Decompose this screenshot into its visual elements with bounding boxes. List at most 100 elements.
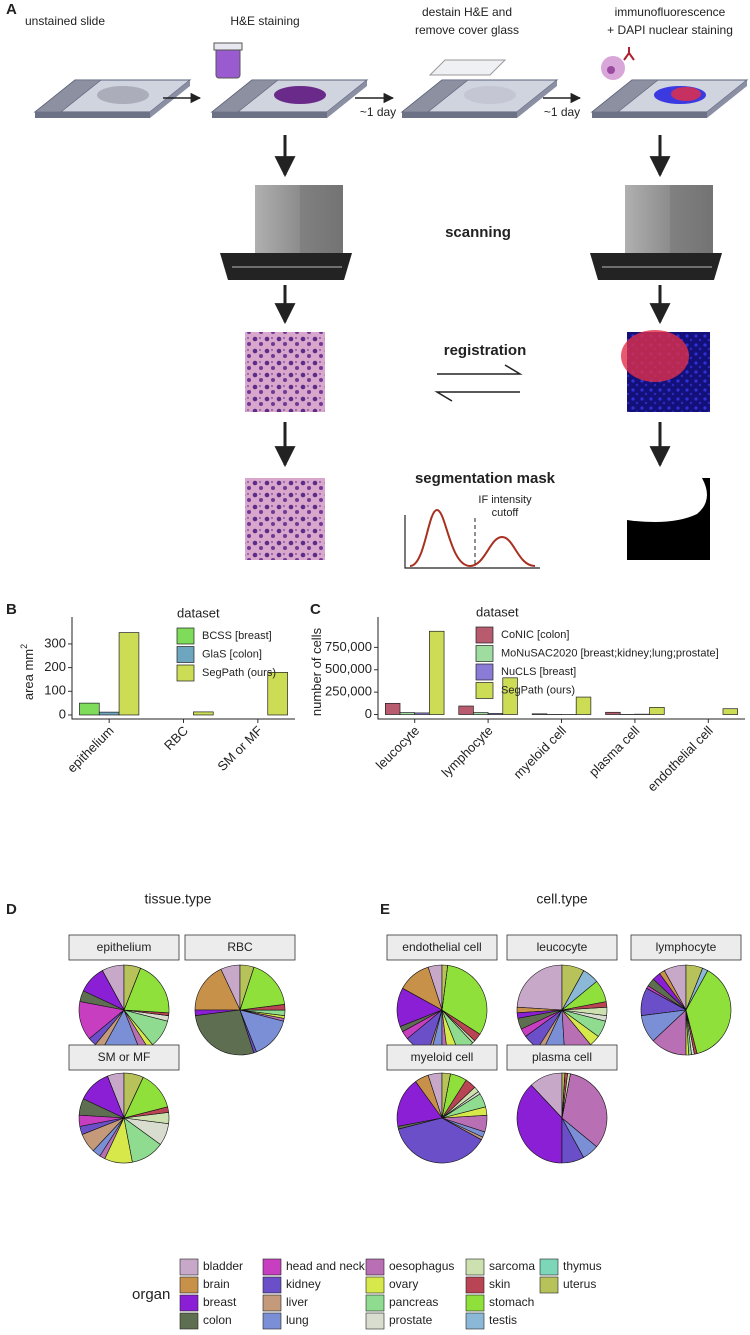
bar bbox=[267, 672, 288, 716]
facet-strip bbox=[506, 1044, 618, 1071]
legend-label: liver bbox=[286, 1295, 308, 1309]
y-axis-label-sup: 2 bbox=[19, 644, 29, 649]
step-label: + DAPI nuclear staining bbox=[607, 23, 733, 37]
duration-label: ~1 day bbox=[544, 105, 580, 119]
legend-label: thymus bbox=[563, 1259, 602, 1273]
facet-label: plasma cell bbox=[532, 1050, 592, 1064]
slide-edge bbox=[402, 112, 517, 118]
scanner-side bbox=[300, 185, 343, 257]
facet-strip bbox=[386, 1044, 498, 1071]
bar bbox=[458, 705, 474, 715]
legend-swatch bbox=[262, 1312, 282, 1330]
y-tick-label: 0 bbox=[59, 706, 66, 721]
y-tick-label: 100 bbox=[44, 683, 66, 698]
facet-strip bbox=[386, 934, 498, 961]
mask-region bbox=[627, 478, 707, 522]
stain-jar bbox=[215, 47, 241, 79]
legend-label: sarcoma bbox=[489, 1259, 535, 1273]
legend-label: prostate bbox=[389, 1313, 433, 1327]
plot-axes bbox=[404, 515, 540, 569]
bar bbox=[429, 630, 445, 715]
y-tick-label: 300 bbox=[44, 635, 66, 650]
facet-strip bbox=[184, 934, 296, 961]
intensity-curve bbox=[409, 508, 536, 568]
bar bbox=[502, 677, 518, 715]
legend-label: breast bbox=[203, 1295, 237, 1309]
y-tick-label: 250,000 bbox=[325, 684, 372, 699]
cutoff-label: cutoff bbox=[492, 507, 520, 519]
stain-jar-lid bbox=[213, 42, 243, 51]
facet-label: epithelium bbox=[97, 940, 152, 954]
x-tick-label: SM or MF bbox=[214, 723, 265, 774]
facet-title: tissue.type bbox=[145, 891, 212, 907]
slide-edge bbox=[212, 112, 327, 118]
legend-swatch bbox=[465, 1258, 485, 1276]
legend-label: testis bbox=[489, 1313, 517, 1327]
legend-swatch bbox=[262, 1258, 282, 1276]
cover-glass bbox=[428, 59, 507, 76]
legend-swatch bbox=[475, 645, 494, 662]
legend-title: dataset bbox=[476, 604, 519, 619]
legend-label: ovary bbox=[389, 1277, 418, 1291]
legend-swatch bbox=[365, 1258, 385, 1276]
legend-swatch bbox=[365, 1294, 385, 1312]
facet-strip bbox=[68, 1044, 180, 1071]
facet-label: myeloid cell bbox=[411, 1050, 474, 1064]
x-tick-label: epithelium bbox=[64, 723, 117, 776]
facet-strip bbox=[630, 934, 742, 961]
he-image bbox=[245, 478, 325, 560]
facet-title: cell.type bbox=[536, 891, 588, 907]
bar bbox=[487, 713, 504, 715]
step-label: immunofluorescence bbox=[615, 5, 726, 19]
pie-slice bbox=[123, 967, 170, 1014]
legend-label: SegPath (ours) bbox=[202, 667, 276, 679]
pie-slice bbox=[441, 1072, 451, 1119]
legend-swatch bbox=[475, 663, 494, 681]
pie-slice bbox=[239, 966, 285, 1011]
pie-slice bbox=[685, 970, 732, 1054]
panel-label: C bbox=[310, 601, 321, 618]
legend-label: stomach bbox=[489, 1295, 534, 1309]
legend-swatch bbox=[176, 664, 195, 682]
x-tick-label: RBC bbox=[161, 723, 191, 753]
step-title: scanning bbox=[445, 224, 511, 241]
step-title: registration bbox=[444, 342, 527, 359]
legend-label: bladder bbox=[203, 1259, 243, 1273]
step-label: destain H&E and bbox=[422, 5, 512, 19]
pie-slice bbox=[396, 1081, 443, 1127]
cutoff-label: IF intensity bbox=[478, 494, 532, 506]
pie-slice bbox=[561, 1072, 566, 1119]
legend-swatch bbox=[365, 1312, 385, 1330]
legend-label: skin bbox=[489, 1277, 510, 1291]
legend-swatch bbox=[365, 1276, 385, 1294]
x-tick-label: endothelial cell bbox=[644, 723, 715, 794]
pie-slice bbox=[195, 1009, 255, 1056]
pie-slice bbox=[441, 964, 448, 1011]
pie-slice bbox=[398, 1117, 482, 1164]
legend-swatch bbox=[179, 1276, 199, 1294]
panel-label: B bbox=[6, 601, 17, 618]
legend-label: BCSS [breast] bbox=[202, 630, 272, 642]
facet-label: SM or MF bbox=[98, 1050, 151, 1064]
legend-label: NuCLS [breast] bbox=[501, 666, 576, 678]
legend-swatch bbox=[465, 1276, 485, 1294]
legend-swatch bbox=[179, 1258, 199, 1276]
x-tick-label: myeloid cell bbox=[510, 723, 569, 782]
legend-swatch bbox=[262, 1294, 282, 1312]
bar bbox=[605, 711, 621, 715]
facet-strip bbox=[506, 934, 618, 961]
slide-edge bbox=[327, 80, 367, 118]
tissue bbox=[274, 86, 326, 104]
y-tick-label: 0 bbox=[365, 706, 372, 721]
legend-swatch bbox=[475, 682, 494, 699]
pie-slice bbox=[239, 964, 255, 1011]
pie-slice bbox=[685, 964, 703, 1011]
legend-swatch bbox=[176, 627, 195, 645]
duration-label: ~1 day bbox=[360, 105, 396, 119]
scanner-side bbox=[670, 185, 713, 257]
bar bbox=[79, 702, 100, 716]
legend-swatch bbox=[465, 1294, 485, 1312]
legend-label: CoNIC [colon] bbox=[501, 629, 569, 641]
facet-label: lymphocyte bbox=[656, 940, 717, 954]
